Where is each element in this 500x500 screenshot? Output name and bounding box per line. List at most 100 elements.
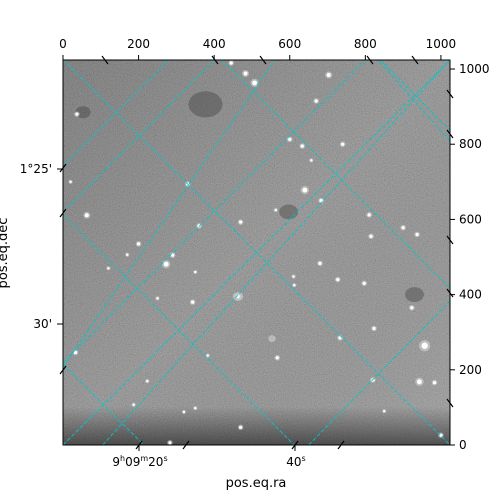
star: [336, 277, 340, 282]
dec-tick-label: 1°25': [20, 162, 52, 176]
grid-edge-tick: [59, 208, 67, 218]
grid-edge-tick: [446, 398, 454, 408]
star: [318, 261, 322, 266]
star: [146, 379, 149, 383]
star: [182, 410, 186, 414]
grid-edge-tick: [446, 288, 454, 298]
grid-edge-tick: [291, 440, 299, 450]
star: [383, 409, 386, 413]
plot-frame: [62, 59, 451, 446]
y-axis-label: pos.eq.dec: [0, 218, 11, 289]
star: [168, 441, 172, 445]
star: [416, 379, 422, 385]
star: [439, 433, 443, 437]
star: [132, 403, 135, 406]
pixel-x-tick-label: 600: [278, 37, 301, 51]
star: [75, 112, 79, 116]
star: [275, 356, 279, 360]
grid-line: [63, 60, 450, 445]
star: [369, 234, 373, 238]
grid-edge-tick: [101, 55, 109, 65]
star: [362, 281, 366, 285]
diffuse-sources: [75, 91, 424, 342]
pixel-y-tick-label: 400: [459, 288, 482, 302]
grid-edge-tick: [411, 55, 419, 65]
diffuse-source: [268, 335, 276, 342]
star: [410, 306, 414, 310]
dec-tick-label: 30': [33, 317, 52, 331]
star: [156, 297, 159, 300]
coordinate-grid: [63, 60, 450, 445]
grid-edge-tick: [59, 163, 67, 173]
grid-edge-tick: [366, 55, 374, 65]
star: [194, 270, 197, 274]
pixel-y-tick-label: 200: [459, 363, 482, 377]
star: [415, 232, 419, 237]
pixel-y-tick-label: 0: [459, 438, 467, 452]
star: [300, 144, 304, 148]
ra-axis: 9h09m20s 40s: [112, 445, 306, 469]
star: [206, 354, 209, 357]
star: [292, 275, 295, 278]
star: [69, 180, 72, 184]
pixel-y-tick-label: 1000: [459, 62, 490, 76]
grid-line: [308, 300, 450, 445]
grid-line: [63, 60, 366, 364]
grid-edge-tick: [135, 440, 143, 450]
grid-edge-tick: [182, 440, 190, 450]
star: [239, 425, 243, 429]
grid-line: [63, 364, 145, 445]
dec-axis: 1°25' 30': [20, 162, 63, 331]
ra-tick-label: 40s: [286, 454, 305, 469]
star: [367, 213, 371, 217]
star: [163, 261, 169, 267]
pixel-x-axis: 0 200 400 600 800 1000: [59, 37, 456, 60]
grid-edge-tick: [59, 365, 67, 375]
grid-edge-tick: [259, 55, 267, 65]
grid-line: [63, 214, 295, 445]
pixel-x-tick-label: 1000: [426, 37, 457, 51]
pixel-y-tick-label: 600: [459, 212, 482, 226]
grid-line: [377, 60, 450, 142]
grid-line: [63, 60, 276, 368]
star: [194, 406, 197, 410]
pixel-y-tick-label: 800: [459, 137, 482, 151]
grid-line: [380, 60, 450, 131]
star: [229, 61, 233, 65]
pixel-x-tick-label: 400: [203, 37, 226, 51]
star: [239, 220, 243, 224]
pixel-x-tick-label: 200: [127, 37, 150, 51]
star: [293, 284, 296, 287]
grid-edge-tick: [446, 89, 454, 99]
star: [372, 326, 376, 331]
star: [243, 71, 248, 76]
star: [401, 226, 405, 230]
star: [136, 242, 141, 246]
ra-tick-label: 9h09m20s: [112, 454, 167, 469]
diffuse-source: [188, 91, 223, 118]
pixel-x-tick-label: 0: [59, 37, 67, 51]
grid-edge-tick: [211, 55, 219, 65]
star: [326, 73, 331, 78]
star: [252, 80, 258, 86]
star: [73, 350, 78, 355]
diffuse-source: [405, 287, 424, 303]
pixel-x-tick-label: 800: [354, 37, 377, 51]
star: [314, 99, 318, 103]
grid-edge-tick: [337, 440, 345, 450]
stars: [68, 60, 444, 445]
sky-image: [63, 60, 450, 445]
grid-line: [102, 60, 450, 445]
star: [302, 187, 308, 193]
grid-edge-tick: [446, 235, 454, 245]
star: [310, 159, 313, 162]
diffuse-source: [75, 106, 91, 119]
star: [432, 380, 437, 385]
star: [84, 213, 89, 218]
diffuse-source: [279, 204, 299, 220]
star: [107, 267, 110, 270]
x-axis-label: pos.eq.ra: [226, 476, 287, 491]
star: [191, 300, 195, 304]
star: [341, 142, 345, 146]
